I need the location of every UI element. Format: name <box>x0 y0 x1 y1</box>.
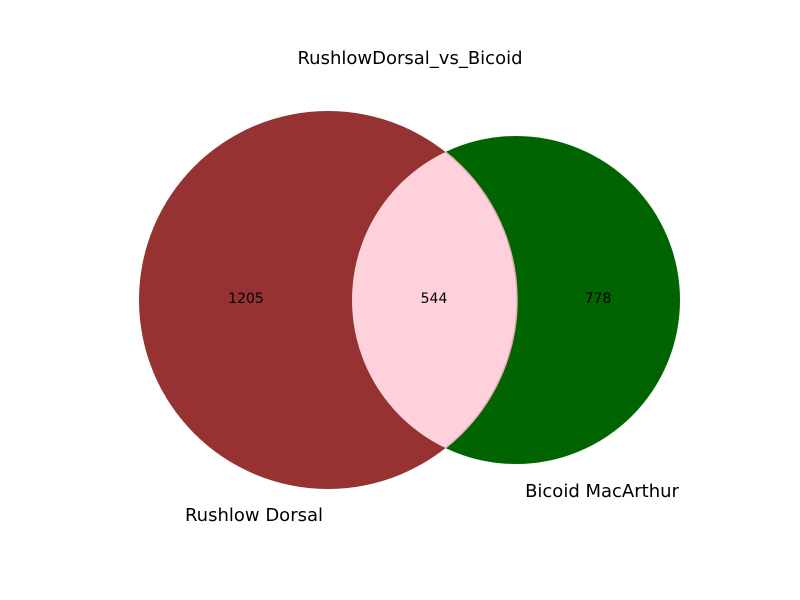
intersection-region <box>352 136 518 464</box>
rushlow-dorsal-label: Rushlow Dorsal <box>185 505 323 526</box>
bicoid-macarthur-label: Bicoid MacArthur <box>525 481 679 502</box>
chart-title: RushlowDorsal_vs_Bicoid <box>297 48 522 69</box>
bicoid-macarthur-only-count: 778 <box>585 291 612 307</box>
rushlow-dorsal-only-count: 1205 <box>228 291 264 307</box>
intersection-count: 544 <box>421 291 448 307</box>
